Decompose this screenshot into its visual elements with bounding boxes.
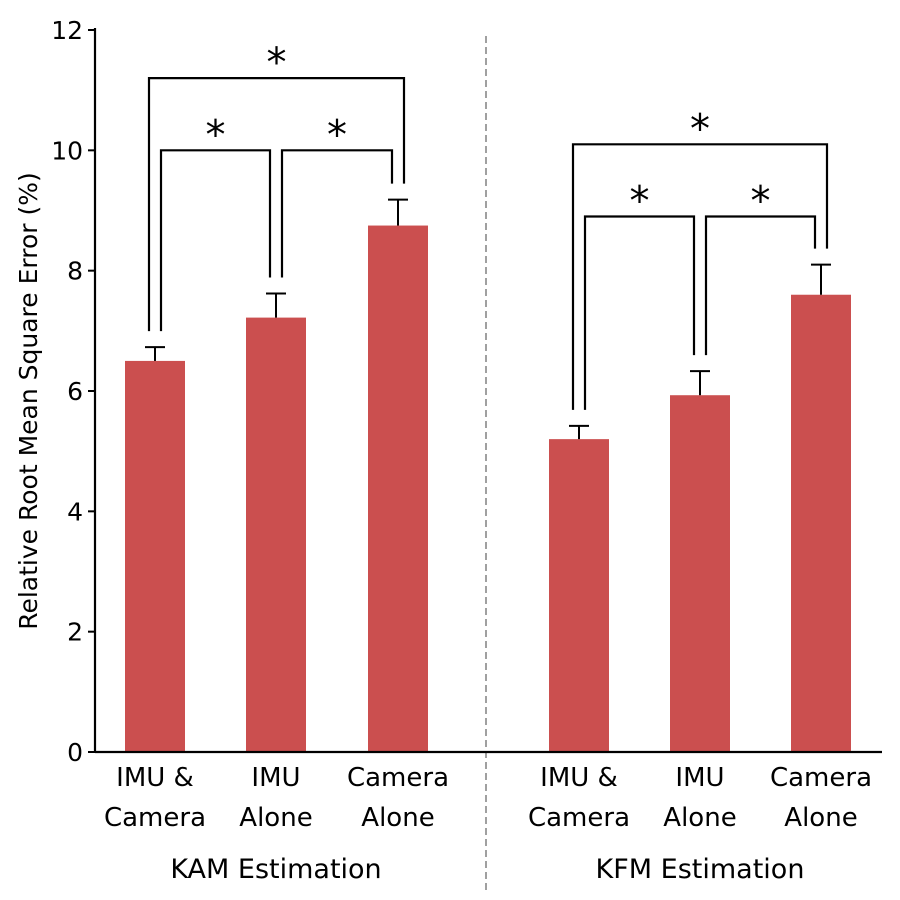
- group-label: KAM Estimation: [170, 854, 381, 885]
- x-tick-label: Alone: [361, 803, 434, 833]
- significance-star: *: [267, 40, 287, 86]
- significance-star: *: [206, 112, 226, 158]
- y-tick-label: 2: [67, 618, 83, 647]
- x-tick-label: IMU &: [116, 763, 194, 793]
- x-tick-label: Alone: [663, 803, 736, 833]
- bar: [670, 395, 730, 752]
- x-tick-label: IMU &: [540, 763, 618, 793]
- bar: [125, 360, 185, 752]
- significance-star: *: [630, 179, 650, 225]
- y-tick-label: 0: [67, 738, 83, 767]
- x-tick-label: IMU: [675, 763, 724, 793]
- y-tick-label: 6: [67, 377, 83, 406]
- significance-bracket: [280, 149, 394, 278]
- significance-bracket: [583, 215, 696, 410]
- bar: [368, 225, 428, 752]
- x-tick-label: Alone: [239, 803, 312, 833]
- significance-bracket: [571, 143, 829, 410]
- x-tick-label: Camera: [347, 763, 449, 793]
- y-tick-label: 4: [67, 497, 83, 526]
- y-tick-label: 10: [51, 136, 83, 165]
- significance-star: *: [751, 179, 771, 225]
- significance-bracket: [159, 149, 272, 332]
- bar: [549, 439, 609, 752]
- bar: [791, 294, 851, 752]
- significance-star: *: [690, 106, 710, 152]
- group-label: KFM Estimation: [596, 854, 805, 885]
- bar: [246, 317, 306, 752]
- y-tick-label: 8: [67, 257, 83, 286]
- y-tick-label: 12: [51, 16, 83, 45]
- significance-bracket: [147, 77, 406, 332]
- x-tick-label: IMU: [251, 763, 300, 793]
- x-tick-label: Camera: [528, 803, 630, 833]
- x-tick-label: Camera: [770, 763, 872, 793]
- significance-star: *: [327, 112, 347, 158]
- significance-bracket: [704, 215, 817, 356]
- y-axis-label: Relative Root Mean Square Error (%): [14, 172, 43, 630]
- x-tick-label: Alone: [784, 803, 857, 833]
- x-tick-label: Camera: [104, 803, 206, 833]
